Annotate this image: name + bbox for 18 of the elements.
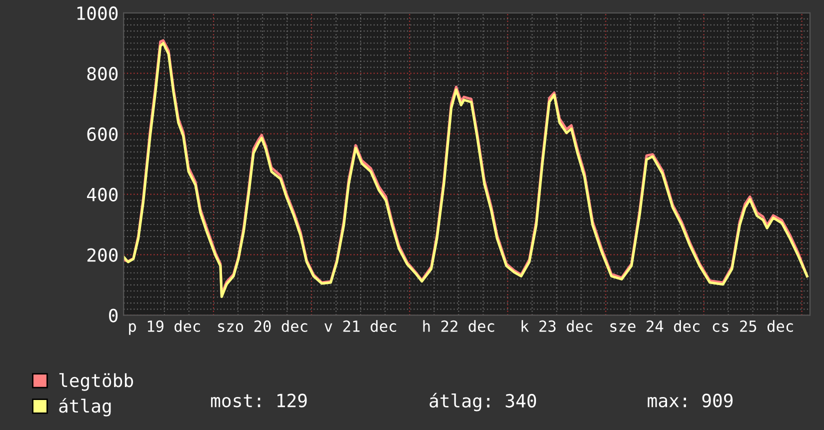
- text: most: 129: [211, 394, 307, 408]
- x-tick-label: h 22 dec: [423, 320, 494, 332]
- y-tick-label: 1000: [77, 6, 118, 20]
- y-tick-label: 400: [87, 188, 118, 202]
- text: max: 909: [648, 394, 733, 408]
- x-tick-label: k 23 dec: [522, 320, 592, 332]
- y-tick-label: 200: [87, 248, 118, 262]
- x-tick-label: p 19 dec: [129, 320, 200, 335]
- y-tick-label: 600: [87, 127, 118, 141]
- legend-label: átlag: [59, 398, 111, 416]
- x-tick-label: sze 24 dec: [610, 320, 700, 332]
- y-tick-label: 0: [109, 308, 118, 322]
- x-tick-label: szo 20 dec: [218, 320, 308, 332]
- legend-label: legtöbb: [59, 373, 134, 391]
- x-tick-label: v 21 dec: [324, 320, 396, 332]
- y-tick-label: 800: [87, 66, 118, 81]
- text: átlag: 340: [430, 392, 536, 412]
- x-tick-label: cs 25 dec: [712, 320, 793, 332]
